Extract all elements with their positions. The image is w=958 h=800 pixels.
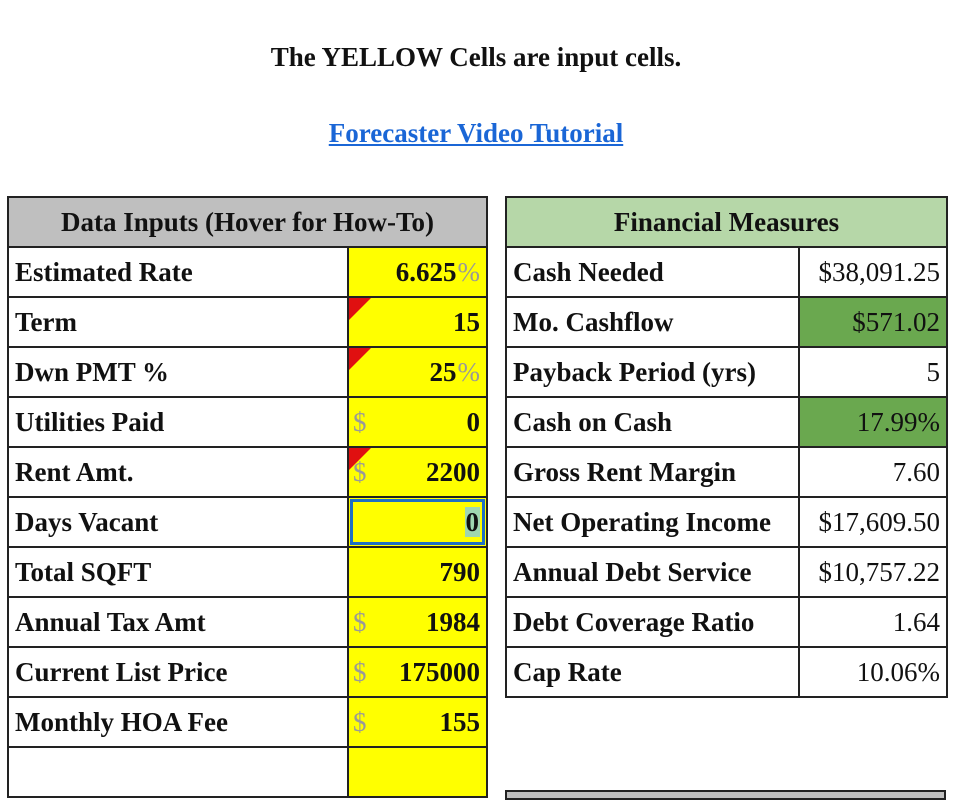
measure-label: Mo. Cashflow — [505, 296, 800, 348]
input-label: Rent Amt. — [7, 446, 349, 498]
estimated-rate-input[interactable]: 6.625% — [347, 246, 488, 298]
measure-label: Gross Rent Margin — [505, 446, 800, 498]
cash-needed-value: $38,091.25 — [798, 246, 948, 298]
monthly-cashflow-value: $571.02 — [798, 296, 948, 348]
input-row-partial — [7, 746, 488, 798]
measure-label: Net Operating Income — [505, 496, 800, 548]
measure-row-net-operating-income: Net Operating Income $17,609.50 — [505, 496, 948, 548]
cap-rate-value: 10.06% — [798, 646, 948, 698]
input-row-annual-tax: Annual Tax Amt $1984 — [7, 596, 488, 648]
instructions-heading: The YELLOW Cells are input cells. — [270, 42, 682, 72]
comment-indicator-icon[interactable] — [350, 299, 371, 320]
input-row-total-sqft: Total SQFT 790 — [7, 546, 488, 598]
input-label: Annual Tax Amt — [7, 596, 349, 648]
debt-coverage-ratio-value: 1.64 — [798, 596, 948, 648]
input-label: Utilities Paid — [7, 396, 349, 448]
input-value: 25 — [429, 356, 457, 387]
input-row-estimated-rate: Estimated Rate 6.625% — [7, 246, 488, 298]
input-label: Total SQFT — [7, 546, 349, 598]
input-value: 0 — [464, 506, 480, 537]
input-value: 6.625 — [395, 256, 457, 287]
down-payment-input[interactable]: 25% — [347, 346, 488, 398]
rent-amount-input[interactable]: $2200 — [347, 446, 488, 498]
cash-on-cash-value: 17.99% — [798, 396, 948, 448]
payback-period-value: 5 — [798, 346, 948, 398]
input-label: Current List Price — [7, 646, 349, 698]
input-value: 1984 — [426, 606, 480, 637]
comment-indicator-icon[interactable] — [350, 349, 371, 370]
gross-rent-margin-value: 7.60 — [798, 446, 948, 498]
measure-row-annual-debt-service: Annual Debt Service $10,757.22 — [505, 546, 948, 598]
input-label — [7, 746, 349, 798]
input-row-list-price: Current List Price $175000 — [7, 646, 488, 698]
financial-measures-table: Financial Measures Cash Needed $38,091.2… — [505, 196, 948, 698]
input-row-term: Term 15 — [7, 296, 488, 348]
measure-row-payback-period: Payback Period (yrs) 5 — [505, 346, 948, 398]
measure-label: Debt Coverage Ratio — [505, 596, 800, 648]
measure-row-debt-coverage-ratio: Debt Coverage Ratio 1.64 — [505, 596, 948, 648]
input-value: 15 — [453, 306, 480, 337]
input-row-days-vacant: Days Vacant 0 — [7, 496, 488, 548]
currency-sign: $ — [353, 407, 367, 437]
input-row-down-payment: Dwn PMT % 25% — [7, 346, 488, 398]
term-input[interactable]: 15 — [347, 296, 488, 348]
measure-label: Cash on Cash — [505, 396, 800, 448]
measure-label: Payback Period (yrs) — [505, 346, 800, 398]
percent-sign: % — [457, 356, 481, 387]
measure-label: Annual Debt Service — [505, 546, 800, 598]
annual-tax-input[interactable]: $1984 — [347, 596, 488, 648]
input-label: Days Vacant — [7, 496, 349, 548]
currency-sign: $ — [353, 457, 367, 487]
input-label: Monthly HOA Fee — [7, 696, 349, 748]
input-value: 175000 — [399, 656, 480, 687]
percent-sign: % — [457, 256, 481, 287]
currency-sign: $ — [353, 657, 367, 687]
measure-row-cash-on-cash: Cash on Cash 17.99% — [505, 396, 948, 448]
input-row-hoa-fee: Monthly HOA Fee $155 — [7, 696, 488, 748]
financial-measures-header: Financial Measures — [505, 196, 948, 248]
data-inputs-header: Data Inputs (Hover for How-To) — [7, 196, 488, 248]
currency-sign: $ — [353, 607, 367, 637]
annual-debt-service-value: $10,757.22 — [798, 546, 948, 598]
list-price-input[interactable]: $175000 — [347, 646, 488, 698]
input-value: 155 — [439, 706, 481, 737]
measure-label: Cap Rate — [505, 646, 800, 698]
input-value: 790 — [439, 556, 481, 587]
input-label: Term — [7, 296, 349, 348]
input-label: Estimated Rate — [7, 246, 349, 298]
net-operating-income-value: $17,609.50 — [798, 496, 948, 548]
input-label: Dwn PMT % — [7, 346, 349, 398]
next-section-header — [505, 790, 946, 800]
hoa-fee-input[interactable]: $155 — [347, 696, 488, 748]
currency-sign: $ — [353, 707, 367, 737]
measure-row-cash-needed: Cash Needed $38,091.25 — [505, 246, 948, 298]
days-vacant-input[interactable]: 0 — [347, 496, 488, 548]
utilities-paid-input[interactable]: $0 — [347, 396, 488, 448]
measure-row-gross-rent-margin: Gross Rent Margin 7.60 — [505, 446, 948, 498]
tutorial-link-wrapper: Forecaster Video Tutorial — [0, 118, 952, 149]
data-inputs-table: Data Inputs (Hover for How-To) Estimated… — [7, 196, 488, 798]
total-sqft-input[interactable]: 790 — [347, 546, 488, 598]
comment-indicator-icon[interactable] — [350, 449, 371, 470]
forecaster-video-tutorial-link[interactable]: Forecaster Video Tutorial — [328, 118, 624, 148]
measure-label: Cash Needed — [505, 246, 800, 298]
measure-row-monthly-cashflow: Mo. Cashflow $571.02 — [505, 296, 948, 348]
input-row-utilities-paid: Utilities Paid $0 — [7, 396, 488, 448]
input-value: 2200 — [426, 456, 480, 487]
next-input[interactable] — [347, 746, 488, 798]
input-row-rent-amount: Rent Amt. $2200 — [7, 446, 488, 498]
measure-row-cap-rate: Cap Rate 10.06% — [505, 646, 948, 698]
input-value: 0 — [466, 406, 481, 437]
